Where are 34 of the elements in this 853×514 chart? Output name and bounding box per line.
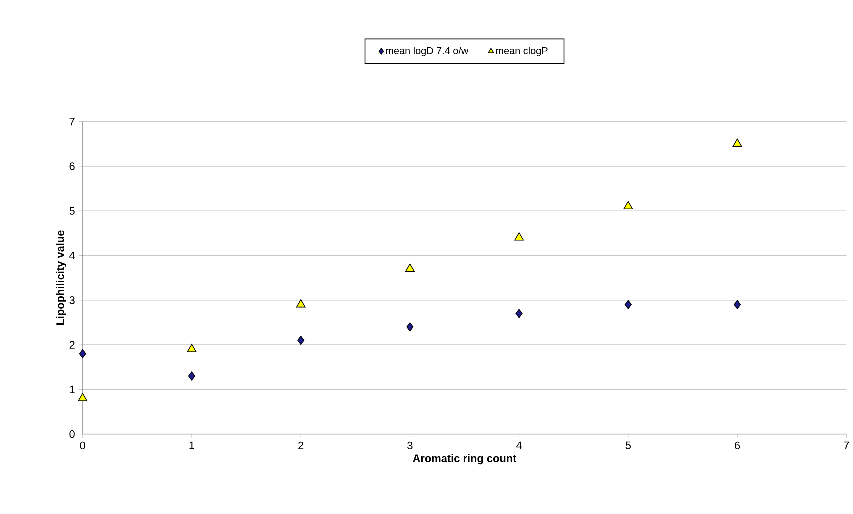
point bbox=[296, 299, 306, 308]
y-tick-label: 6 bbox=[70, 162, 75, 170]
point bbox=[187, 344, 197, 352]
point bbox=[734, 300, 742, 310]
y-tick-label: 7 bbox=[70, 118, 75, 126]
y-tick-label: 1 bbox=[70, 386, 75, 394]
point bbox=[405, 264, 415, 272]
y-axis-title: Lipophilicity value bbox=[56, 230, 66, 325]
x-tick-label: 3 bbox=[408, 442, 413, 450]
x-tick-label: 4 bbox=[516, 442, 522, 450]
x-tick-label: 6 bbox=[735, 442, 740, 450]
x-tick-label: 5 bbox=[626, 442, 631, 450]
x-axis-title: Aromatic ring count bbox=[413, 454, 517, 465]
x-tick-label: 2 bbox=[298, 442, 304, 450]
x-tick-label: 7 bbox=[844, 442, 850, 450]
point bbox=[79, 349, 86, 358]
point bbox=[188, 372, 196, 381]
point bbox=[514, 232, 524, 241]
legend-label: mean logD 7.4 o/w bbox=[386, 47, 469, 56]
x-tick-label: 1 bbox=[190, 442, 194, 450]
point bbox=[406, 322, 414, 332]
y-tick-label: 0 bbox=[70, 430, 75, 438]
y-tick-label: 5 bbox=[70, 207, 75, 215]
point bbox=[78, 393, 88, 402]
x-tick-label: 0 bbox=[80, 442, 86, 450]
point bbox=[516, 309, 523, 318]
point bbox=[298, 336, 305, 346]
y-tick-label: 4 bbox=[70, 252, 76, 260]
point bbox=[624, 201, 634, 210]
y-tick-label: 2 bbox=[70, 341, 75, 349]
y-tick-label: 3 bbox=[70, 296, 75, 304]
point bbox=[624, 300, 632, 310]
legend-label: mean clogP bbox=[496, 47, 548, 56]
point bbox=[732, 138, 742, 147]
